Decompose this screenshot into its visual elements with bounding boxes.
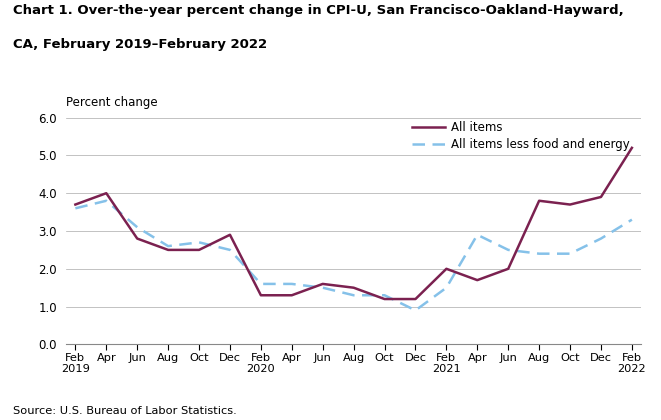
All items — [412, 297, 420, 302]
All items less food and energy — [381, 293, 389, 298]
All items less food and energy — [195, 240, 203, 245]
All items — [288, 293, 295, 298]
All items less food and energy — [597, 236, 605, 241]
Line: All items less food and energy: All items less food and energy — [75, 201, 632, 310]
All items — [164, 247, 172, 252]
Legend: All items, All items less food and energy: All items, All items less food and energ… — [412, 121, 629, 151]
All items — [195, 247, 203, 252]
All items — [566, 202, 574, 207]
All items less food and energy — [628, 217, 636, 222]
All items less food and energy — [134, 225, 141, 230]
Text: Percent change: Percent change — [66, 96, 158, 109]
All items — [71, 202, 79, 207]
All items — [102, 191, 110, 196]
All items — [535, 198, 543, 203]
All items less food and energy — [566, 251, 574, 256]
All items — [504, 266, 512, 271]
All items less food and energy — [504, 247, 512, 252]
Text: Source: U.S. Bureau of Labor Statistics.: Source: U.S. Bureau of Labor Statistics. — [13, 406, 237, 416]
All items less food and energy — [535, 251, 543, 256]
All items less food and energy — [412, 308, 420, 313]
All items — [442, 266, 450, 271]
All items — [257, 293, 265, 298]
Text: Chart 1. Over-the-year percent change in CPI-U, San Francisco-Oakland-Hayward,: Chart 1. Over-the-year percent change in… — [13, 4, 624, 17]
All items — [134, 236, 141, 241]
All items less food and energy — [226, 247, 234, 252]
All items less food and energy — [257, 281, 265, 286]
All items — [473, 278, 481, 283]
All items — [226, 232, 234, 237]
All items — [597, 194, 605, 200]
All items — [628, 145, 636, 150]
All items — [350, 285, 358, 290]
All items — [319, 281, 327, 286]
Line: All items: All items — [75, 148, 632, 299]
All items less food and energy — [288, 281, 295, 286]
All items less food and energy — [350, 293, 358, 298]
All items less food and energy — [102, 198, 110, 203]
All items — [381, 297, 389, 302]
Text: CA, February 2019–February 2022: CA, February 2019–February 2022 — [13, 38, 267, 51]
All items less food and energy — [319, 285, 327, 290]
All items less food and energy — [164, 244, 172, 249]
All items less food and energy — [71, 206, 79, 211]
All items less food and energy — [442, 285, 450, 290]
All items less food and energy — [473, 232, 481, 237]
